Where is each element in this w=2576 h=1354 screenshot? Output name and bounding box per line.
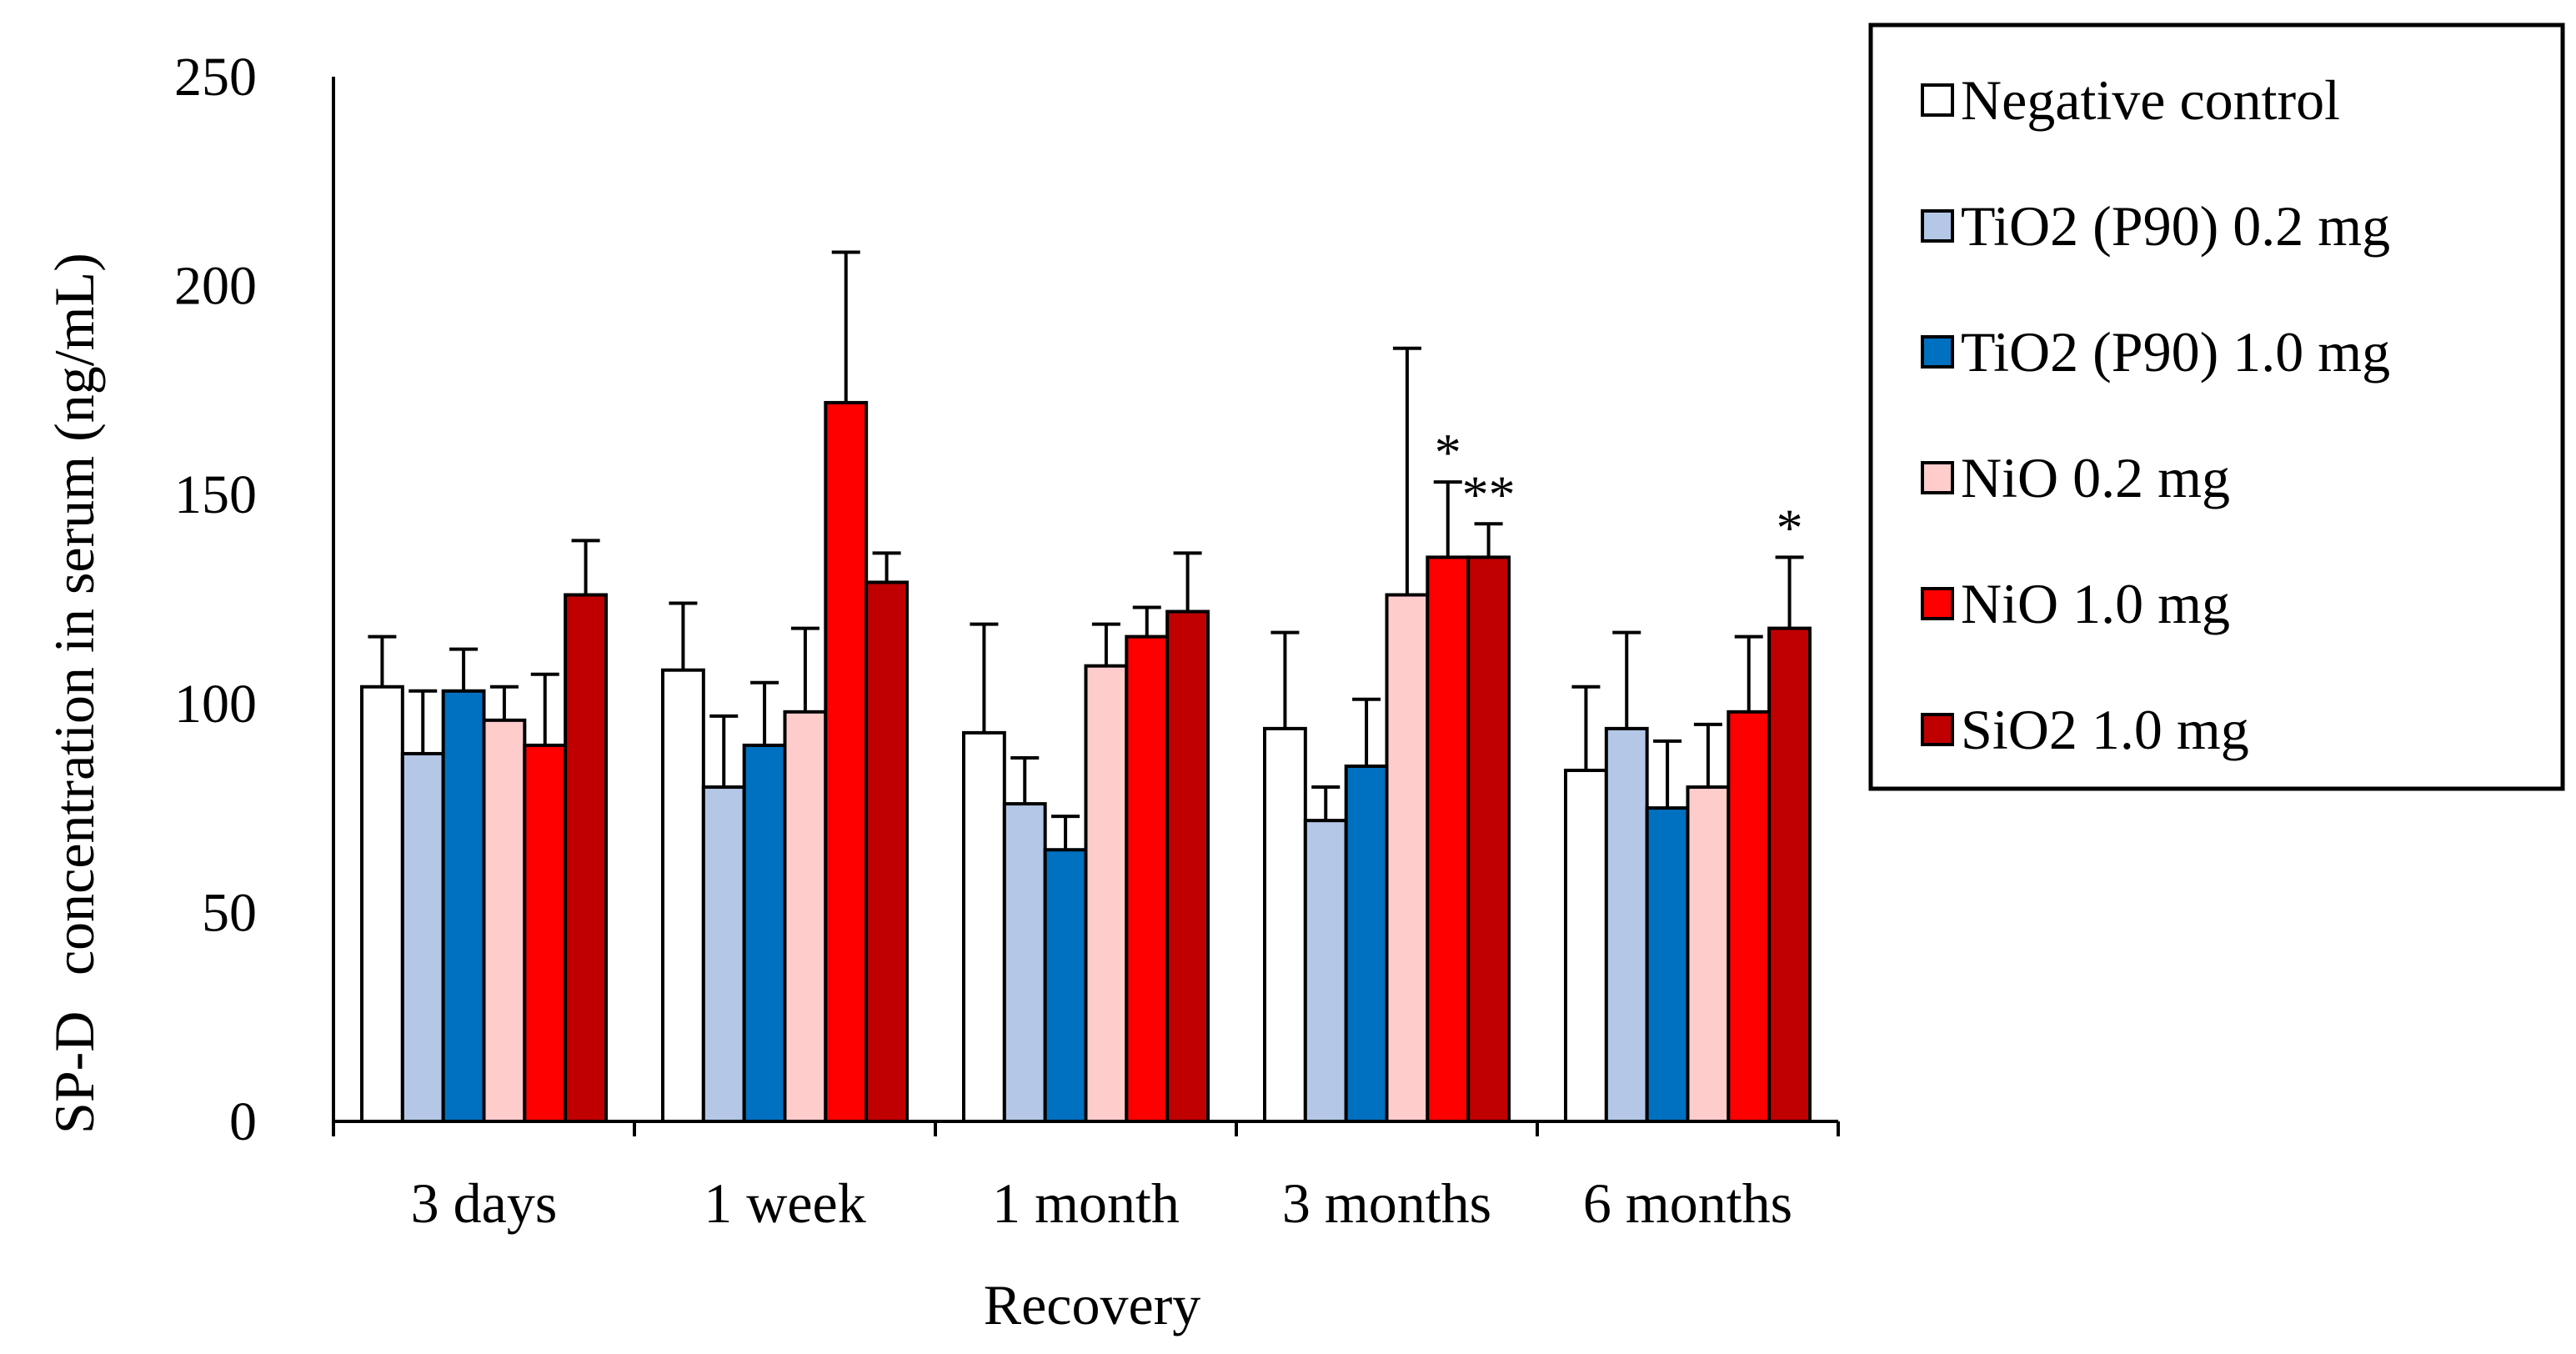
bar <box>1084 664 1129 1123</box>
bar <box>1002 802 1047 1123</box>
bar <box>1466 555 1511 1123</box>
bars-group <box>360 250 1812 1124</box>
y-axis-title-prefix: SP-D <box>43 1011 106 1134</box>
y-tick-label: 250 <box>174 47 257 108</box>
bar <box>1344 764 1389 1123</box>
bar <box>1645 806 1690 1123</box>
y-tick-label: 50 <box>202 882 257 943</box>
bar <box>1385 593 1430 1123</box>
bar <box>865 580 909 1123</box>
y-tick-label: 200 <box>174 256 257 317</box>
legend-swatch <box>1921 587 1954 620</box>
bar <box>962 730 1006 1123</box>
x-tick-label: 6 months <box>1583 1171 1792 1235</box>
legend-label: Negative control <box>1961 68 2340 132</box>
legend-label: SiO2 1.0 mg <box>1961 698 2249 761</box>
legend-swatch <box>1921 209 1954 243</box>
bar <box>1125 634 1170 1123</box>
x-axis-title: Recovery <box>984 1273 1201 1336</box>
bar <box>1165 609 1210 1123</box>
y-tick-label: 100 <box>174 674 257 735</box>
bar <box>1263 726 1307 1123</box>
significance-marker: * <box>1777 498 1803 557</box>
bar <box>1043 848 1088 1123</box>
bar <box>1564 768 1608 1123</box>
bar <box>1686 785 1731 1123</box>
x-tick-label: 3 days <box>411 1171 558 1235</box>
bar <box>701 785 746 1123</box>
bar <box>360 685 404 1123</box>
x-tick-label: 1 month <box>992 1171 1180 1235</box>
bar <box>441 689 486 1123</box>
legend-swatch <box>1921 335 1954 369</box>
y-tick-label: 150 <box>174 464 257 525</box>
x-tick-label: 1 week <box>704 1171 865 1235</box>
legend-label: NiO 0.2 mg <box>1961 446 2230 509</box>
y-axis-title: concentration in serum (ng/mL) <box>43 253 106 975</box>
bar <box>742 743 787 1123</box>
legend-label: NiO 1.0 mg <box>1961 572 2230 635</box>
legend-swatch <box>1921 713 1954 746</box>
bar <box>482 718 527 1124</box>
bar <box>1604 726 1649 1123</box>
bar <box>400 751 445 1123</box>
significance-marker: ** <box>1462 464 1516 524</box>
bar <box>1767 626 1812 1123</box>
legend-box <box>1868 23 2565 791</box>
axes-group <box>332 77 1838 1123</box>
y-tick-label: 0 <box>229 1091 257 1152</box>
bar <box>523 743 568 1123</box>
bar <box>824 400 869 1124</box>
legend: Negative control TiO2 (P90) 0.2 mg TiO2 (P… <box>1868 23 2565 791</box>
legend-label: TiO2 (P90) 1.0 mg <box>1961 320 2390 384</box>
legend-swatch <box>1921 461 1954 494</box>
bar <box>783 710 828 1123</box>
bar <box>1303 819 1348 1123</box>
legend-label: TiO2 (P90) 0.2 mg <box>1961 194 2390 258</box>
bar <box>661 668 705 1123</box>
bar <box>1426 555 1471 1123</box>
bar <box>1727 710 1772 1123</box>
significance-marker: * <box>1435 423 1461 482</box>
x-tick-label: 3 months <box>1282 1171 1491 1235</box>
bar <box>564 593 609 1123</box>
legend-swatch <box>1921 83 1954 117</box>
